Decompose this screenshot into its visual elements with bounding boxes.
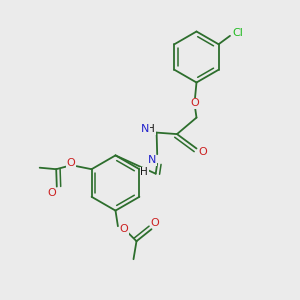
Text: O: O xyxy=(67,158,76,168)
Text: Cl: Cl xyxy=(232,28,243,38)
Text: O: O xyxy=(119,224,128,234)
Text: N: N xyxy=(148,155,156,165)
Text: O: O xyxy=(151,218,160,228)
Text: H: H xyxy=(140,167,148,177)
Text: N: N xyxy=(141,124,149,134)
Text: H: H xyxy=(147,124,155,134)
Text: O: O xyxy=(190,98,200,109)
Text: O: O xyxy=(47,188,56,198)
Text: O: O xyxy=(199,147,208,157)
